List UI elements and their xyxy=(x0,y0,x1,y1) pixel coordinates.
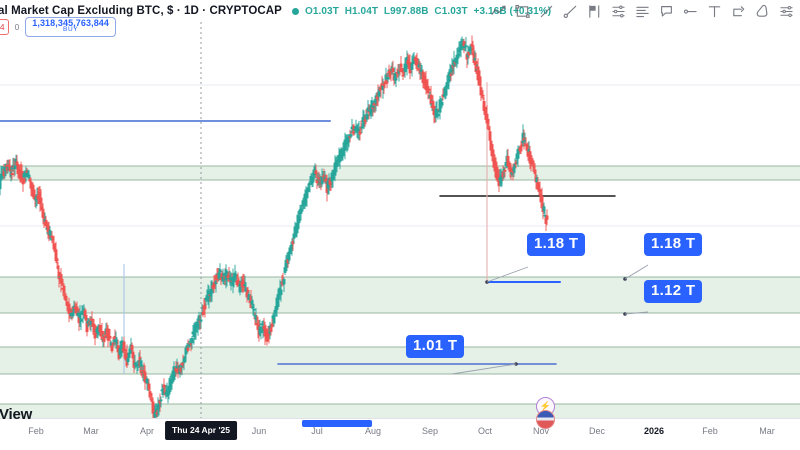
eraser-tool-icon[interactable] xyxy=(755,4,770,19)
session-highlight-bar[interactable] xyxy=(302,420,372,427)
buy-order-badge[interactable]: 1,318,345,763,844 BUY xyxy=(25,17,117,38)
chart-canvas xyxy=(0,22,800,418)
bars-pattern-tool-icon[interactable] xyxy=(611,4,626,19)
symbol-title[interactable]: al Market Cap Excluding BTC, $ · 1D · CR… xyxy=(0,5,282,17)
drawing-toolbar xyxy=(491,1,794,21)
ohlc-change-percent: (+0.31%) xyxy=(509,5,552,17)
time-axis[interactable]: Feb Mar Apr Jun Jul Aug Sep Oct Nov Dec 2026 Feb Mar… xyxy=(0,418,800,450)
measure-tool-icon[interactable] xyxy=(731,4,746,19)
flag-pole-tool-icon[interactable] xyxy=(587,4,602,19)
price-label-leader-1 xyxy=(624,264,649,280)
price-label-leader-3 xyxy=(451,363,517,375)
ray-tool-icon[interactable] xyxy=(563,4,578,19)
buy-order-amount: 1,318,345,763,844 xyxy=(32,18,110,28)
price-label-112-right[interactable]: 1.12 T xyxy=(644,280,703,303)
horizontal-ray-tool-icon[interactable] xyxy=(683,4,698,19)
line-tool-icon[interactable] xyxy=(539,4,554,19)
event-marker-flag[interactable] xyxy=(536,410,555,429)
ohlc-low-label: L xyxy=(383,5,391,17)
rectangle-tool-icon[interactable] xyxy=(515,4,530,19)
chart-header: al Market Cap Excluding BTC, $ · 1D · CR… xyxy=(0,0,800,22)
supply-zone-upper[interactable] xyxy=(0,166,800,180)
text-tool-icon[interactable] xyxy=(707,4,722,19)
forecast-tool-icon[interactable] xyxy=(635,4,650,19)
ohlc-close-value: 1.03T xyxy=(441,5,468,17)
price-label-leader-0 xyxy=(486,266,529,283)
supply-zone-bottom[interactable] xyxy=(0,404,800,418)
time-axis-tick-feb: Feb xyxy=(28,426,44,436)
position-badges: 844 0 1,318,345,763,844 BUY xyxy=(0,17,117,38)
price-label-118-left[interactable]: 1.18 T xyxy=(527,233,586,256)
zero-quantity-label: 0 xyxy=(14,22,20,32)
sell-price-badge[interactable]: 844 xyxy=(0,19,9,36)
ohlc-values: O1.03T H1.04T L997.88B C1.03T +3.16B (+0… xyxy=(305,6,551,17)
ohlc-close-label: C xyxy=(434,5,442,17)
note-tool-icon[interactable] xyxy=(659,4,674,19)
ohlc-high-label: H xyxy=(344,5,353,17)
ohlc-high-value: 1.04T xyxy=(352,5,379,17)
time-axis-tick-sep: Sep xyxy=(421,426,439,436)
candlestick-series[interactable] xyxy=(0,35,549,418)
ruler-tool-icon[interactable] xyxy=(779,4,794,19)
time-axis-tick-jun: Jun xyxy=(251,426,267,436)
time-axis-tick-2026: 2026 xyxy=(643,426,665,436)
price-label-101-left[interactable]: 1.01 T xyxy=(406,335,465,358)
time-axis-tick-mar: Mar xyxy=(83,426,99,436)
ohlc-open-label: O xyxy=(304,5,313,17)
price-label-118-right[interactable]: 1.18 T xyxy=(644,233,703,256)
quote-status-dot xyxy=(291,7,299,15)
tradingview-watermark: gView xyxy=(0,406,33,423)
time-axis-tick-jul: Jul xyxy=(311,426,323,436)
price-label-leader-2 xyxy=(624,311,649,315)
time-axis-tick-mar: Mar xyxy=(759,426,775,436)
chart-plot-area[interactable] xyxy=(0,22,800,418)
time-axis-tick-nov: Nov xyxy=(532,426,550,436)
time-axis-tick-oct: Oct xyxy=(477,426,493,436)
ohlc-low-value: 997.88B xyxy=(390,5,429,17)
ohlc-change: +3.16B xyxy=(473,5,507,17)
time-axis-tick-feb: Feb xyxy=(702,426,718,436)
ohlc-open-value: 1.03T xyxy=(312,5,339,17)
buy-order-side: BUY xyxy=(63,26,79,34)
trend-line-tool-icon[interactable] xyxy=(491,4,506,19)
time-axis-active-tick[interactable]: Thu 24 Apr '25 xyxy=(165,421,237,440)
time-axis-tick-aug: Aug xyxy=(364,426,382,436)
time-axis-tick-dec: Dec xyxy=(588,426,606,436)
time-axis-tick-apr: Apr xyxy=(139,426,155,436)
